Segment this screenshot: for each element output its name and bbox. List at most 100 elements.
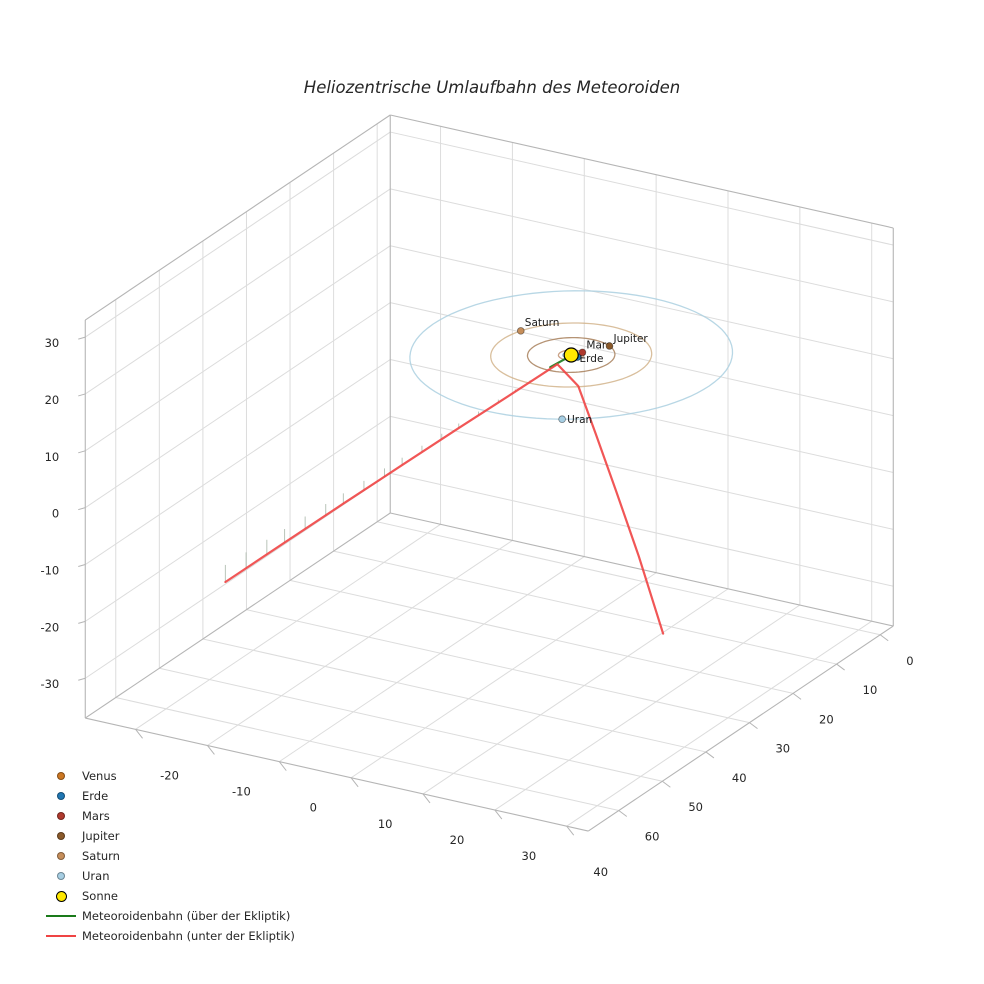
z-tick-label: 0 xyxy=(52,507,59,521)
x-tick xyxy=(278,761,287,771)
y-tick-label: 50 xyxy=(688,800,703,814)
grid-line-z-left xyxy=(84,302,391,509)
orbit-uran xyxy=(409,290,734,420)
axis-edge xyxy=(84,512,391,719)
grid-line-z-right xyxy=(390,131,894,246)
z-tick xyxy=(78,393,86,397)
y-tick xyxy=(662,780,671,788)
legend-marker-icon xyxy=(57,832,65,840)
legend-label: Meteoroidenbahn (unter der Ekliptik) xyxy=(82,929,295,943)
legend-item: Meteoroidenbahn (über der Ekliptik) xyxy=(46,906,295,926)
legend-label: Sonne xyxy=(82,889,118,903)
legend-item: Jupiter xyxy=(46,826,295,846)
legend-swatch xyxy=(46,890,76,902)
legend-swatch xyxy=(46,852,76,860)
legend-label: Meteoroidenbahn (über der Ekliptik) xyxy=(82,909,291,923)
legend-marker-icon xyxy=(57,852,65,860)
legend-item: Uran xyxy=(46,866,295,886)
grid-line-x-floor xyxy=(207,540,513,746)
z-tick-label: -20 xyxy=(40,620,59,634)
legend-marker-icon xyxy=(57,792,65,800)
grid-line-z-right xyxy=(390,245,894,360)
legend-label: Mars xyxy=(82,809,110,823)
y-tick xyxy=(879,634,889,642)
grid-line-y-floor xyxy=(202,638,707,753)
legend-marker-icon xyxy=(57,872,65,880)
legend-swatch xyxy=(46,792,76,800)
planet-marker-uran xyxy=(558,415,566,424)
planet-label-jupiter: Jupiter xyxy=(613,333,649,345)
legend-line-icon xyxy=(46,915,76,917)
y-tick xyxy=(836,663,845,671)
grid-line-y-floor xyxy=(115,697,619,812)
sun-marker xyxy=(563,347,579,363)
y-tick xyxy=(749,722,758,730)
planet-label-uran: Uran xyxy=(567,414,592,426)
axis-edge xyxy=(390,512,894,627)
legend-label: Venus xyxy=(82,769,117,783)
grid-line-y-floor xyxy=(289,579,794,694)
legend-label: Erde xyxy=(82,789,109,803)
legend-marker-icon xyxy=(57,812,65,820)
legend-item: Mars xyxy=(46,806,295,826)
x-tick xyxy=(422,793,431,804)
grid-line-x-floor xyxy=(135,523,441,730)
x-tick xyxy=(207,745,215,755)
planet-label-erde: Erde xyxy=(580,353,604,365)
x-tick xyxy=(135,729,143,739)
legend-swatch xyxy=(46,935,76,937)
y-tick xyxy=(705,751,715,759)
y-tick xyxy=(618,810,628,817)
z-tick xyxy=(78,336,86,340)
legend-item: Sonne xyxy=(46,886,295,906)
y-tick-label: 10 xyxy=(863,683,878,697)
z-tick-label: 30 xyxy=(45,336,60,350)
x-tick-label: 0 xyxy=(310,801,317,815)
z-tick xyxy=(78,620,86,624)
z-tick xyxy=(78,507,86,511)
orbit-saturn xyxy=(490,322,653,388)
grid-line-y-floor xyxy=(246,609,750,724)
z-tick-label: -10 xyxy=(40,564,59,578)
chart-title: Heliozentrische Umlaufbahn des Meteoroid… xyxy=(303,78,681,97)
x-tick xyxy=(350,777,359,788)
meteoroid-trajectory xyxy=(224,363,665,635)
planet-marker-jupiter xyxy=(605,342,614,350)
grid-line-z-right xyxy=(390,302,894,417)
legend-swatch xyxy=(46,915,76,917)
legend-item: Saturn xyxy=(46,846,295,866)
grid-line-z-left xyxy=(84,415,391,622)
grid-line-x-floor xyxy=(350,572,657,779)
grid-line-z-right xyxy=(390,359,894,473)
x-tick-label: 30 xyxy=(522,849,537,863)
legend-swatch xyxy=(46,832,76,840)
planet-label-mars: Mars xyxy=(586,339,611,351)
z-tick xyxy=(78,677,86,681)
z-tick xyxy=(78,450,86,454)
z-tick-label: 20 xyxy=(45,393,60,407)
legend: Venus Erde Mars Jupiter Saturn Uran Sonne Meteo… xyxy=(46,766,295,946)
grid-line-z-left xyxy=(84,245,391,452)
grid-line-z-right xyxy=(390,415,894,530)
x-tick-label: -10 xyxy=(232,784,251,798)
axis-edge xyxy=(587,625,894,832)
y-tick-label: 30 xyxy=(775,742,790,756)
legend-item: Erde xyxy=(46,786,295,806)
planet-marker-saturn xyxy=(516,327,525,335)
legend-marker-icon xyxy=(57,772,65,780)
grid-line-z-left xyxy=(84,359,391,565)
grid-line-x-floor xyxy=(566,620,872,827)
legend-swatch xyxy=(46,772,76,780)
legend-line-icon xyxy=(46,935,76,937)
legend-item: Meteoroidenbahn (unter der Ekliptik) xyxy=(46,926,295,946)
z-tick-label: 10 xyxy=(45,450,60,464)
z-tick xyxy=(78,564,86,568)
legend-label: Uran xyxy=(82,869,110,883)
grid-line-x-floor xyxy=(494,604,801,811)
x-tick-label: 10 xyxy=(378,817,393,831)
axis-edge xyxy=(84,114,391,321)
legend-marker-icon xyxy=(55,890,67,902)
z-tick-label: -30 xyxy=(40,677,59,691)
x-tick-label: 20 xyxy=(450,833,465,847)
